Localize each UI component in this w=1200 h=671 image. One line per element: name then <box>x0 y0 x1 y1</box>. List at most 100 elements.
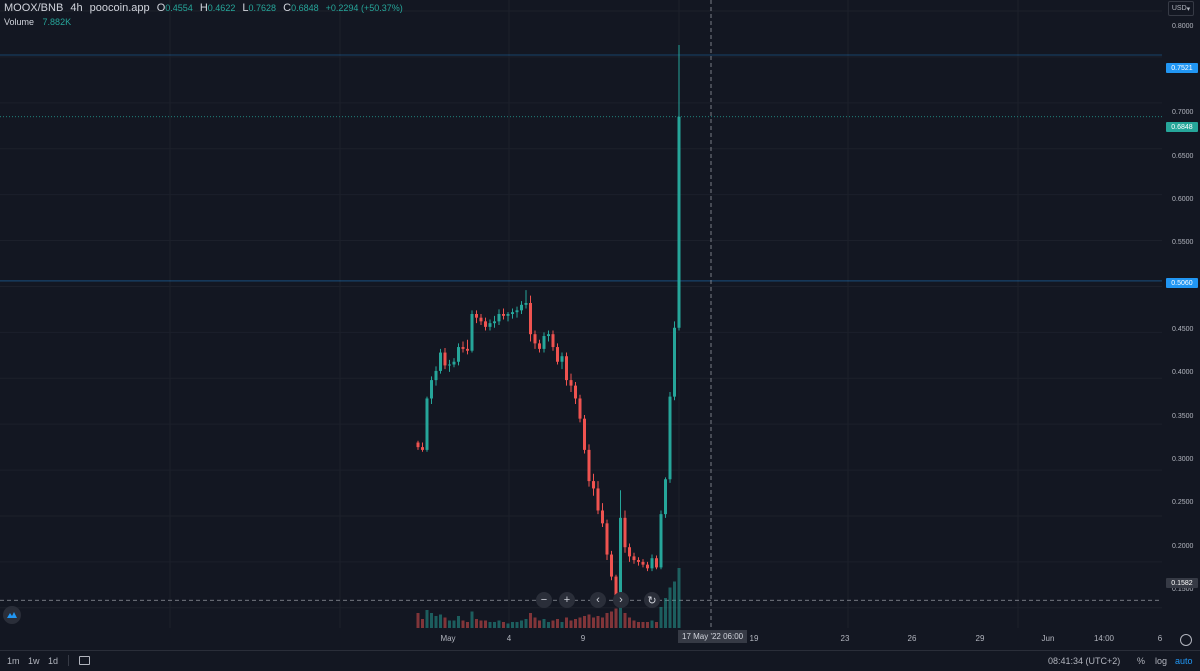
volume-bar <box>506 623 510 628</box>
volume-bar <box>448 620 451 628</box>
time-tick: 6 <box>1157 634 1163 643</box>
price-tick: 0.7000 <box>1172 109 1194 116</box>
clock-label[interactable]: 08:41:34 (UTC+2) <box>1048 656 1121 666</box>
volume-bar <box>430 613 433 628</box>
candle-body <box>488 323 492 327</box>
candle-body <box>520 304 523 311</box>
volume-bar <box>439 614 442 628</box>
price-tick: 0.3000 <box>1172 456 1194 463</box>
volume-bar <box>538 620 541 628</box>
volume-bar <box>484 620 487 628</box>
scroll-right-button[interactable]: › <box>613 592 629 608</box>
high-key: H <box>199 2 208 14</box>
volume-bar <box>659 607 663 628</box>
time-tick: 14:00 <box>1093 634 1115 643</box>
candle-body <box>646 564 649 569</box>
bottom-toolbar: 1m 1w 1d 08:41:34 (UTC+2) % log auto <box>0 650 1200 671</box>
timeframe-1w[interactable]: 1w <box>28 656 40 666</box>
volume-bar <box>596 616 600 628</box>
zoom-out-button[interactable]: − <box>536 592 552 608</box>
reset-chart-button[interactable]: ↻ <box>644 592 660 608</box>
candle-body <box>641 561 645 565</box>
volume-bar <box>677 568 681 628</box>
volume-bar <box>425 610 429 628</box>
volume-bar <box>452 620 456 628</box>
time-tick: 23 <box>840 634 850 643</box>
zoom-in-button[interactable]: + <box>559 592 575 608</box>
candle-body <box>542 336 546 349</box>
time-tick: 26 <box>907 634 917 643</box>
candle-body <box>673 327 676 397</box>
candle-body <box>457 347 460 362</box>
low-value: 0.7628 <box>248 3 277 13</box>
volume-bar <box>610 611 613 628</box>
price-tick: 0.6500 <box>1172 153 1194 160</box>
high-value: 0.4622 <box>207 3 236 13</box>
price-tick: 0.6000 <box>1172 196 1194 203</box>
axis-settings-icon[interactable] <box>1180 634 1192 646</box>
candle-body <box>601 510 604 524</box>
candle-body <box>614 576 618 599</box>
candlestick-chart[interactable] <box>0 0 1162 628</box>
close-value: 0.6848 <box>291 3 319 13</box>
price-tick: 0.8000 <box>1172 23 1194 30</box>
minus-icon: − <box>540 594 548 606</box>
volume-bar <box>479 620 483 628</box>
candle-body <box>560 356 564 362</box>
close-key: C <box>283 2 292 14</box>
volume-bar <box>646 622 649 628</box>
volume-bar <box>632 620 636 628</box>
symbol-name[interactable]: MOOX/BNB <box>4 2 64 14</box>
volume-bar <box>601 617 604 628</box>
interval-label[interactable]: 4h <box>70 2 83 14</box>
candle-body <box>475 314 478 318</box>
open-key: O <box>156 2 166 14</box>
chart-plot-area[interactable]: MOOX/BNB 4h poocoin.app O0.4554 H0.4622 … <box>0 0 1162 628</box>
change-value: +0.2294 (+50.37%) <box>325 3 403 13</box>
scroll-left-button[interactable]: ‹ <box>590 592 606 608</box>
volume-bar <box>488 622 492 628</box>
volume-bar <box>475 619 478 628</box>
candle-body <box>452 361 456 365</box>
candle-body <box>484 321 487 327</box>
volume-bar <box>533 617 537 628</box>
candle-body <box>574 385 577 399</box>
log-toggle[interactable]: log <box>1155 656 1168 666</box>
candle-body <box>538 343 541 349</box>
volume-bar <box>650 620 654 628</box>
price-tick: 0.1500 <box>1172 586 1194 593</box>
timeframe-1d[interactable]: 1d <box>48 656 59 666</box>
percent-toggle[interactable]: % <box>1137 656 1146 666</box>
volume-bar <box>416 613 420 628</box>
volume-bar <box>583 616 586 628</box>
volume-bar <box>434 616 438 628</box>
candle-body <box>668 396 672 480</box>
candle-body <box>439 352 442 371</box>
timeframe-1m[interactable]: 1m <box>7 656 20 666</box>
volume-bar <box>556 619 559 628</box>
volume-bar <box>614 608 618 628</box>
volume-bar <box>560 622 564 628</box>
currency-dropdown[interactable]: USD ▾ <box>1168 1 1194 16</box>
low-key: L <box>242 2 249 14</box>
volume-bar <box>605 613 609 628</box>
date-range-icon[interactable] <box>79 656 90 665</box>
candle-body <box>583 418 586 450</box>
candle-body <box>524 302 528 305</box>
auto-toggle[interactable]: auto <box>1175 656 1193 666</box>
volume-bar <box>524 619 528 628</box>
volume-bar <box>529 613 532 628</box>
volume-bar <box>497 620 501 628</box>
volume-bar <box>511 622 514 628</box>
volume-bar <box>641 622 645 628</box>
volume-bar <box>443 617 447 628</box>
candle-body <box>610 554 613 577</box>
volume-bar <box>457 616 460 628</box>
volume-bar <box>623 613 627 628</box>
candle-body <box>632 556 636 561</box>
volume-bar <box>547 622 550 628</box>
candle-body <box>551 334 555 348</box>
volume-bar <box>565 617 568 628</box>
tradingview-logo-icon[interactable] <box>3 606 21 624</box>
volume-bar <box>493 622 496 628</box>
